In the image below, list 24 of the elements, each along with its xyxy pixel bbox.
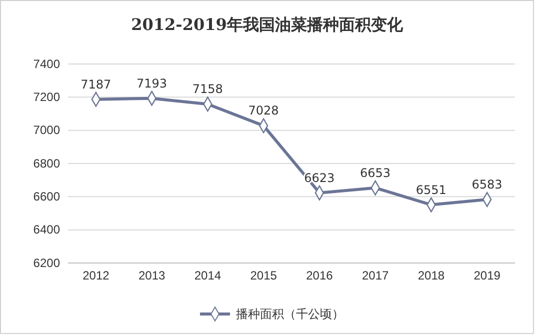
y-tick-label: 7200 (33, 90, 60, 104)
data-label: 6583 (472, 177, 502, 192)
x-tick-label: 2018 (418, 268, 445, 283)
y-tick-label: 6400 (33, 222, 60, 237)
x-tick-label: 2015 (250, 268, 278, 283)
y-tick-label: 7400 (33, 56, 60, 71)
chart-title: 2012-2019年我国油菜播种面积变化 (131, 15, 404, 34)
y-tick-label: 6200 (33, 256, 60, 270)
x-tick-label: 2017 (362, 268, 389, 283)
data-label: 7187 (80, 77, 112, 92)
data-label: 7028 (248, 104, 279, 118)
data-label: 7158 (192, 82, 223, 96)
data-label: 6653 (360, 166, 391, 180)
x-tick-label: 2014 (194, 268, 222, 283)
x-tick-label: 2016 (306, 268, 334, 283)
data-label: 6551 (416, 182, 446, 197)
x-tick-label: 2013 (138, 268, 166, 283)
data-label: 7193 (136, 76, 168, 90)
x-tick-label: 2019 (474, 268, 501, 283)
x-tick-label: 2012 (82, 268, 110, 283)
y-tick-label: 6600 (33, 190, 60, 204)
legend-label: 播种面积（千公顷） (236, 307, 344, 321)
y-tick-label: 6800 (33, 156, 60, 170)
y-tick-label: 7000 (33, 123, 60, 138)
